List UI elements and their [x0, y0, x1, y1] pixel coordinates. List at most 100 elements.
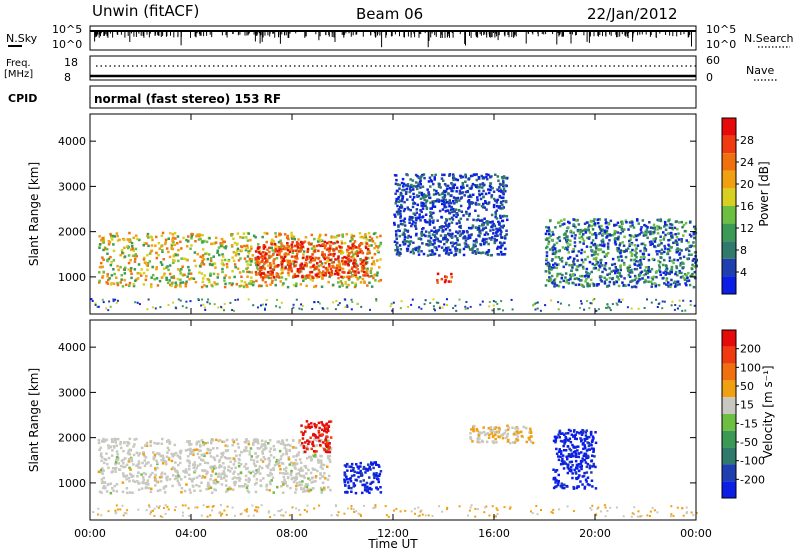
echo-cell: [347, 245, 350, 248]
echo-cell: [490, 238, 493, 241]
echo-cell: [173, 259, 176, 262]
echo-cell: [625, 249, 628, 253]
echo-cell: [221, 270, 224, 274]
echo-cell: [553, 277, 557, 281]
echo-cell: [612, 281, 616, 284]
echo-cell: [455, 215, 458, 219]
echo-cell: [417, 253, 421, 256]
echo-cell: [657, 259, 660, 263]
echo-cell: [364, 235, 368, 239]
echo-cell: [432, 200, 436, 203]
echo-cell: [668, 238, 672, 241]
echo-cell: [264, 447, 268, 450]
echo-cell: [161, 454, 165, 458]
echo-cell: [400, 203, 403, 207]
echo-cell: [280, 514, 283, 517]
echo-cell: [333, 272, 337, 276]
echo-cell: [263, 254, 267, 257]
echo-cell: [396, 212, 400, 216]
echo-cell: [253, 483, 257, 486]
echo-cell: [504, 429, 508, 432]
echo-cell: [264, 445, 267, 448]
echo-cell: [467, 234, 471, 237]
echo-cell: [643, 244, 647, 247]
echo-cell: [172, 301, 175, 304]
echo-cell: [187, 468, 191, 471]
echo-cell: [401, 195, 405, 198]
echo-cell: [128, 281, 132, 285]
echo-cell: [675, 265, 678, 268]
echo-cell: [268, 256, 271, 259]
echo-cell: [575, 476, 578, 480]
echo-cell: [691, 263, 694, 267]
echo-cell: [467, 246, 470, 249]
echo-cell: [422, 173, 426, 176]
echo-cell: [301, 275, 304, 279]
echo-cell: [129, 449, 132, 452]
echo-cell: [427, 196, 431, 199]
echo-cell: [414, 216, 418, 220]
echo-cell: [109, 305, 112, 308]
echo-cell: [256, 447, 259, 450]
echo-cell: [300, 262, 304, 265]
echo-cell: [292, 303, 295, 306]
echo-cell: [564, 276, 567, 279]
echo-cell: [598, 264, 601, 267]
echo-cell: [415, 232, 418, 236]
echo-cell: [490, 194, 494, 197]
echo-cell: [309, 488, 313, 492]
echo-cell: [194, 264, 198, 268]
echo-cell: [302, 487, 306, 490]
echo-cell: [583, 471, 586, 475]
echo-cell: [246, 489, 249, 492]
echo-cell: [423, 219, 427, 222]
echo-cell: [498, 186, 501, 189]
echo-cell: [180, 487, 184, 490]
echo-cell: [545, 238, 549, 241]
echo-cell: [379, 242, 382, 246]
echo-cell: [614, 240, 617, 243]
echo-cell: [606, 245, 610, 248]
echo-cell: [483, 433, 487, 437]
echo-cell: [170, 459, 174, 463]
echo-cell: [494, 211, 497, 214]
echo-cell: [412, 202, 415, 205]
y-tick-label: 1000: [58, 271, 86, 284]
echo-cell: [611, 263, 614, 266]
echo-cell: [284, 444, 288, 447]
echo-cell: [492, 205, 496, 209]
echo-cell: [599, 278, 603, 282]
echo-cell: [317, 272, 321, 275]
echo-cell: [421, 204, 424, 208]
echo-cell: [370, 274, 373, 278]
echo-cell: [226, 487, 230, 491]
echo-cell: [351, 281, 354, 284]
echo-cell: [299, 444, 303, 447]
echo-cell: [396, 248, 399, 252]
echo-cell: [608, 276, 612, 280]
echo-cell: [568, 243, 572, 246]
echo-cell: [347, 260, 351, 264]
echo-cell: [282, 282, 285, 285]
echo-cell: [482, 227, 486, 230]
echo-cell: [328, 442, 331, 445]
echo-cell: [565, 261, 568, 265]
echo-cell: [357, 246, 361, 250]
echo-cell: [326, 307, 329, 310]
echo-cell: [322, 463, 326, 467]
echo-cell: [603, 230, 607, 234]
echo-cell: [620, 275, 623, 278]
echo-cell: [417, 250, 420, 253]
echo-cell: [368, 466, 371, 470]
echo-cell: [327, 253, 331, 257]
echo-cell: [606, 251, 610, 255]
echo-cell: [130, 457, 133, 461]
echo-cell: [665, 279, 668, 282]
echo-cell: [324, 437, 328, 441]
echo-cell: [663, 300, 666, 303]
echo-cell: [211, 470, 214, 473]
echo-cell: [458, 189, 462, 193]
echo-cell: [320, 438, 323, 442]
echo-cell: [643, 281, 646, 284]
echo-cell: [502, 175, 506, 178]
